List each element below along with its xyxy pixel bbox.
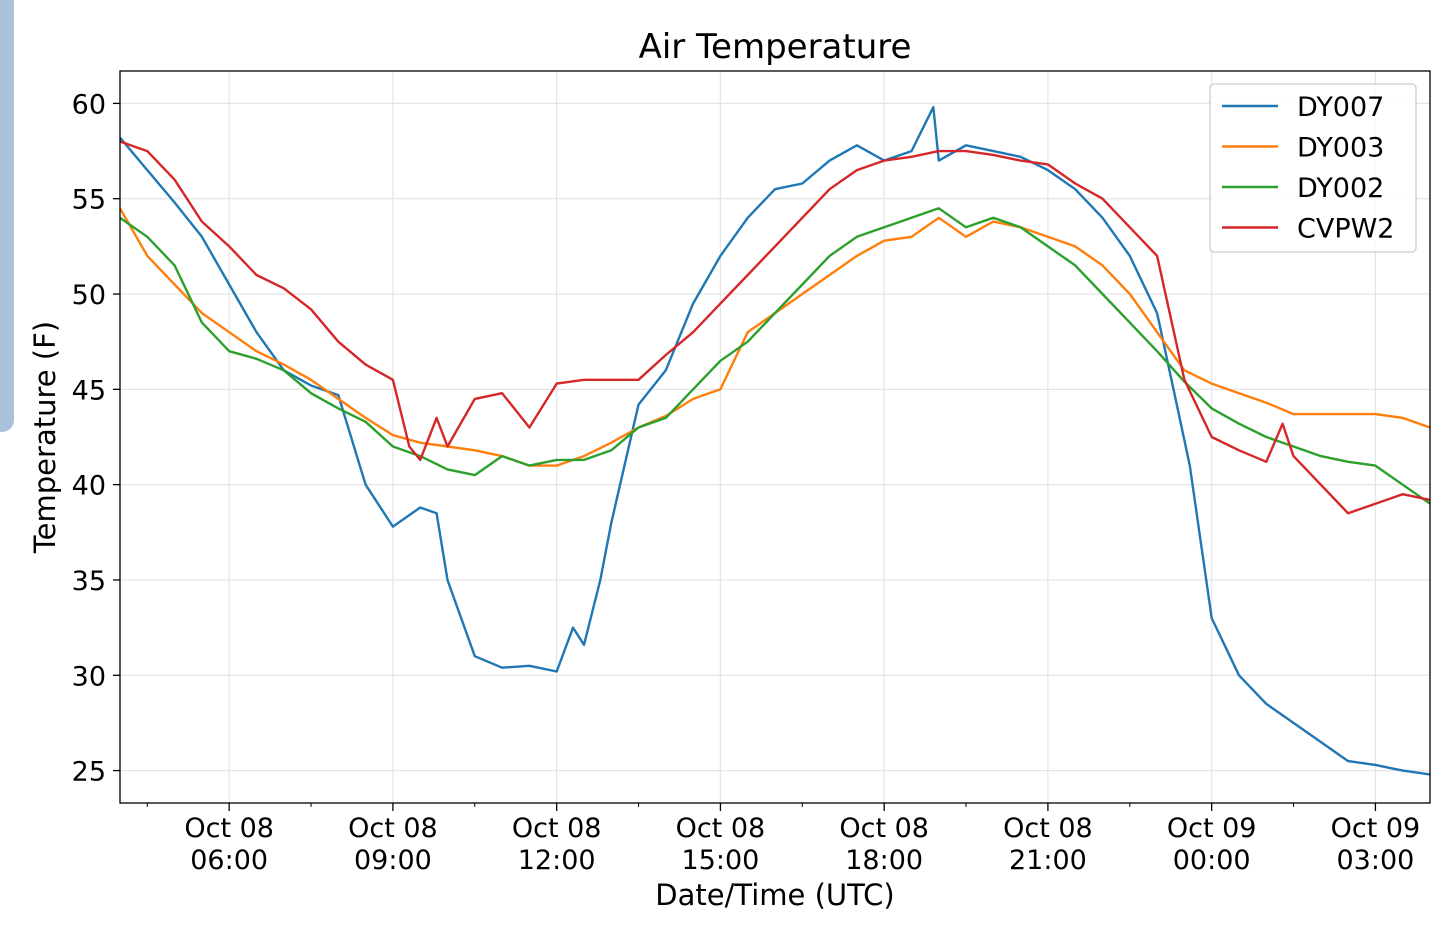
series-line-dy002 — [119, 207, 1431, 505]
legend-label-dy002: DY002 — [1297, 173, 1384, 204]
x-tick-label-date: Oct 09 — [1167, 813, 1257, 844]
series-lines — [118, 105, 1431, 776]
side-panel-tab — [0, 0, 14, 432]
y-tick-label: 40 — [72, 471, 106, 502]
x-tick-label-time: 12:00 — [518, 845, 596, 876]
x-tick-label-time: 15:00 — [682, 845, 760, 876]
x-tick-label-time: 03:00 — [1337, 845, 1415, 876]
x-tick-label-date: Oct 08 — [1003, 813, 1093, 844]
x-tick-label-date: Oct 09 — [1331, 813, 1421, 844]
legend-box — [1209, 83, 1417, 253]
chart-title: Air Temperature — [639, 27, 912, 67]
y-tick-label: 45 — [72, 375, 106, 406]
y-tick-label: 55 — [72, 185, 106, 216]
series-line-dy007 — [119, 105, 1431, 776]
series-line-cvpw2 — [119, 140, 1431, 515]
y-tick-label: 25 — [72, 757, 106, 788]
x-axis-label: Date/Time (UTC) — [655, 878, 894, 912]
plot-frame — [119, 70, 1431, 804]
y-axis-ticks: 25 30 35 40 45 50 55 60 — [72, 89, 120, 788]
legend-label-cvpw2: CVPW2 — [1297, 214, 1394, 245]
x-tick-label-time: 06:00 — [190, 845, 268, 876]
y-axis-label: Temperature (F) — [28, 321, 62, 554]
y-tick-label: 35 — [72, 566, 106, 597]
y-tick-label: 50 — [72, 280, 106, 311]
x-tick-label-time: 00:00 — [1173, 845, 1251, 876]
x-tick-label-time: 21:00 — [1009, 845, 1087, 876]
grid-lines — [120, 71, 1430, 803]
x-tick-label-date: Oct 08 — [839, 813, 929, 844]
x-tick-label-time: 09:00 — [354, 845, 432, 876]
x-tick-label-date: Oct 08 — [348, 813, 438, 844]
legend: DY007 DY003 DY002 CVPW2 — [1209, 83, 1417, 253]
y-tick-label: 60 — [72, 89, 106, 120]
x-tick-label-time: 18:00 — [845, 845, 923, 876]
x-tick-label-date: Oct 08 — [184, 813, 274, 844]
legend-label-dy003: DY003 — [1297, 133, 1384, 164]
x-tick-label-date: Oct 08 — [676, 813, 766, 844]
x-tick-label-date: Oct 08 — [512, 813, 602, 844]
legend-label-dy007: DY007 — [1297, 92, 1384, 123]
y-tick-label: 30 — [72, 661, 106, 692]
